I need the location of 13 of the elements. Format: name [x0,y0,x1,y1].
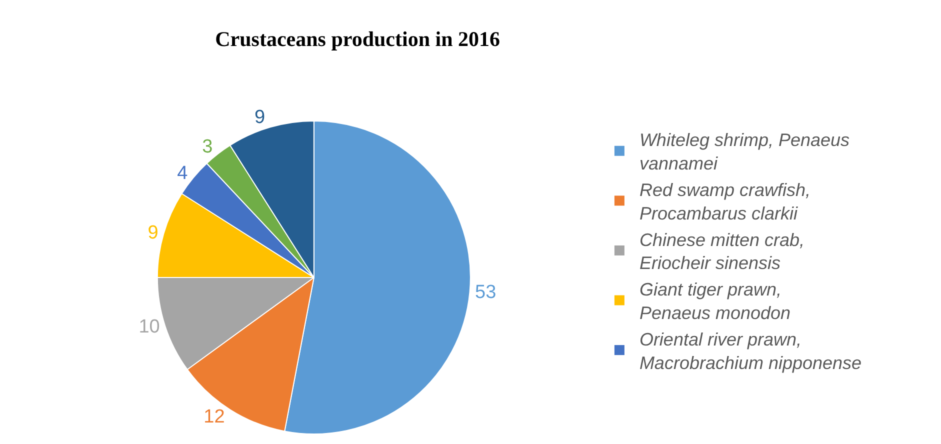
legend-label: Chinese mitten crab, Eriocheir sinensis [639,230,805,274]
data-label: 12 [204,406,225,428]
data-label: 9 [148,222,158,244]
legend-label: Oriental river prawn, Macrobrachium nipponense [639,329,862,373]
data-label: 9 [254,106,266,128]
legend-label: Whiteleg shrimp, Penaeus vannamei [639,130,850,174]
chart-title: Crustaceans production in 2016 [215,26,500,51]
legend-label: Giant tiger prawn, Penaeus monodon [639,280,791,323]
legend-label: Red swamp crawfish, Procambarus clarkii [639,180,811,224]
data-label: 4 [177,162,188,184]
data-label: 53 [475,282,496,303]
data-label: 10 [138,316,160,338]
data-label: 3 [202,136,213,158]
